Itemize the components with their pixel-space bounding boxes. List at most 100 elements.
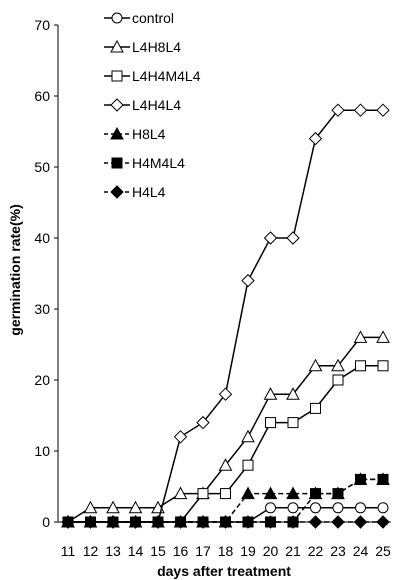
data-point-H4M4L4 xyxy=(377,473,389,485)
legend-label: L4H4M4L4 xyxy=(132,68,201,84)
data-point-H4L4 xyxy=(128,515,143,529)
legend-marker xyxy=(111,157,123,169)
data-point-control xyxy=(355,502,366,514)
data-point-L4H8L4 xyxy=(173,486,188,500)
data-point-H8L4 xyxy=(286,486,300,500)
data-point-H4L4 xyxy=(173,515,188,529)
x-tick-label: 15 xyxy=(150,543,166,559)
data-point-H4M4L4 xyxy=(355,473,366,485)
data-point-L4H4M4L4 xyxy=(310,402,321,414)
data-point-H4L4 xyxy=(353,515,368,529)
data-point-H8L4 xyxy=(241,486,255,500)
data-point-L4H4L4 xyxy=(286,231,300,245)
x-tick-label: 13 xyxy=(105,543,121,559)
data-point-L4H4M4L4 xyxy=(355,360,366,372)
legend-item-H8L4: H8L4 xyxy=(104,126,166,142)
legend-marker xyxy=(111,70,123,82)
data-point-L4H4M4L4 xyxy=(287,417,299,429)
data-point-L4H4L4 xyxy=(308,131,323,146)
legend-marker xyxy=(111,12,123,24)
series-lines xyxy=(61,103,390,529)
legend-label: L4H8L4 xyxy=(132,39,181,55)
x-tick-label: 25 xyxy=(375,543,391,559)
data-point-L4H8L4 xyxy=(286,387,300,400)
x-tick-label: 23 xyxy=(330,543,346,559)
data-point-L4H8L4 xyxy=(106,500,120,514)
data-point-H4L4 xyxy=(83,515,98,529)
legend-item-H4M4L4: H4M4L4 xyxy=(104,155,185,171)
x-tick-label: 18 xyxy=(218,543,234,559)
y-tick-label: 60 xyxy=(34,88,50,104)
data-point-L4H4M4L4 xyxy=(197,488,209,500)
data-point-L4H4M4L4 xyxy=(220,488,231,500)
data-point-control xyxy=(265,502,276,514)
y-tick-label: 20 xyxy=(34,372,50,388)
data-point-L4H4L4 xyxy=(331,103,345,117)
x-tick-label: 14 xyxy=(128,543,144,559)
legend-label: H4M4L4 xyxy=(132,155,185,171)
x-tick-label: 21 xyxy=(285,543,301,559)
data-point-control xyxy=(287,502,299,514)
y-tick-label: 0 xyxy=(42,514,50,530)
series-H4L4 xyxy=(61,515,390,529)
data-point-H4L4 xyxy=(196,515,210,529)
data-point-L4H4L4 xyxy=(353,103,368,117)
data-point-L4H8L4 xyxy=(218,458,233,471)
data-point-L4H4L4 xyxy=(218,387,233,401)
data-point-L4H8L4 xyxy=(353,330,368,343)
data-point-L4H4L4 xyxy=(196,415,210,430)
data-point-L4H8L4 xyxy=(83,500,98,514)
legend-label: H4L4 xyxy=(132,184,166,200)
data-point-L4H8L4 xyxy=(241,429,255,443)
data-point-L4H4M4L4 xyxy=(265,417,276,429)
x-axis-title: days after treatment xyxy=(157,563,291,579)
data-point-L4H4L4 xyxy=(241,273,255,288)
data-point-H4L4 xyxy=(106,515,120,529)
data-point-L4H8L4 xyxy=(331,358,345,372)
data-point-L4H8L4 xyxy=(263,387,278,400)
x-tick-label: 20 xyxy=(263,543,279,559)
x-tick-label: 22 xyxy=(308,543,324,559)
legend-marker xyxy=(110,39,124,53)
y-tick-label: 70 xyxy=(34,17,50,33)
x-tick-label: 24 xyxy=(353,543,369,559)
y-tick-label: 40 xyxy=(34,230,50,246)
legend-item-control: control xyxy=(104,10,174,26)
legend-item-L4H8L4: L4H8L4 xyxy=(104,39,181,55)
data-point-H4L4 xyxy=(376,515,390,529)
x-tick-label: 11 xyxy=(61,543,76,559)
legend-item-L4H4L4: L4H4L4 xyxy=(104,97,181,113)
data-point-L4H4L4 xyxy=(263,231,278,245)
legend-label: H8L4 xyxy=(132,126,166,142)
data-point-H4L4 xyxy=(263,515,278,529)
data-point-L4H4L4 xyxy=(173,430,188,444)
data-point-H4L4 xyxy=(218,515,233,529)
y-axis-title: germination rate(%) xyxy=(7,204,23,335)
data-point-control xyxy=(310,502,321,514)
x-tick-label: 17 xyxy=(195,543,211,559)
data-point-control xyxy=(377,502,389,514)
x-tick-label: 19 xyxy=(240,543,256,559)
x-tick-label: 16 xyxy=(173,543,189,559)
legend-label: L4H4L4 xyxy=(132,97,181,113)
data-point-H4L4 xyxy=(61,515,75,529)
legend: control L4H8L4 L4H4M4L4 L4H4L4 H8L4 H4M4L4 H4L… xyxy=(104,10,201,200)
legend-marker xyxy=(110,185,124,199)
y-tick-label: 10 xyxy=(34,443,50,459)
data-point-L4H4M4L4 xyxy=(377,360,389,372)
data-point-H4L4 xyxy=(241,515,255,529)
axes: 0 10 20 30 40 50 60 70 11 12 13 14 15 16 17 18 19 20 21 22 2… xyxy=(34,17,391,559)
y-tick-label: 30 xyxy=(34,301,50,317)
data-point-L4H8L4 xyxy=(376,330,390,343)
data-point-H4L4 xyxy=(308,515,323,529)
series-L4H4M4L4 xyxy=(62,360,389,528)
data-point-L4H8L4 xyxy=(128,500,143,514)
data-point-control xyxy=(332,502,344,514)
legend-label: control xyxy=(132,10,174,26)
data-point-H4L4 xyxy=(151,515,165,529)
data-point-H4L4 xyxy=(331,515,345,529)
data-point-H4L4 xyxy=(286,515,300,529)
x-tick-label: 12 xyxy=(83,543,99,559)
data-point-H8L4 xyxy=(263,486,278,500)
